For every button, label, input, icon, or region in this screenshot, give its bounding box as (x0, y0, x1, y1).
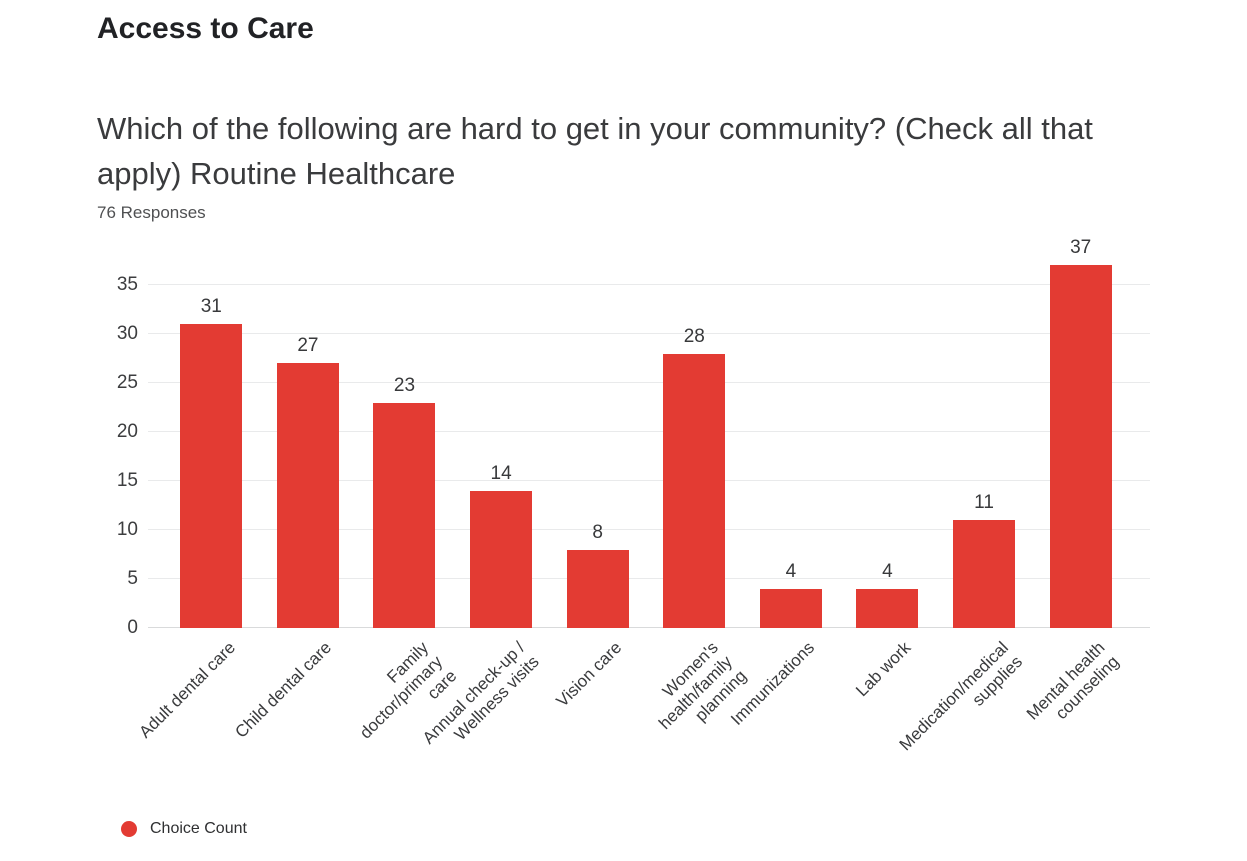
bar-slot-vision-care: 8 (549, 260, 646, 628)
bar-child-dental-care[interactable] (276, 363, 339, 628)
bar-slot-family-doctor-primary-care: 23 (356, 260, 453, 628)
bar-chart: 0 5 10 15 20 25 30 35 31 27 23 14 8 28 4 4 11 37 (0, 237, 1247, 638)
x-axis-label-vision-care: Vision care (552, 638, 626, 711)
gridline-30 (148, 333, 1150, 334)
chart-bars: 31 27 23 14 8 28 4 4 11 37 (163, 237, 1129, 628)
bar-adult-dental-care[interactable] (180, 324, 243, 628)
bar-slot-child-dental-care: 27 (260, 260, 357, 628)
y-tick-label-35: 35 (116, 274, 138, 295)
question-title: Which of the following are hard to get i… (97, 106, 1093, 196)
y-tick-label-20: 20 (116, 421, 138, 442)
gridline-20 (148, 431, 1150, 432)
x-axis-label-mental-health-counseling: Mental health counseling (1022, 638, 1123, 724)
bar-mental-health-counseling[interactable] (1049, 265, 1112, 628)
x-label-slot-mental-health-counseling: Mental health counseling (1022, 636, 1129, 816)
y-tick-label-30: 30 (116, 323, 138, 344)
x-label-slot-immunizations: Immunizations (727, 636, 840, 816)
x-label-slot-medication-medical-supplies: Medication/medical supplies (895, 636, 1033, 816)
legend-item-choice-count[interactable]: Choice Count (121, 820, 247, 838)
x-label-slot-annual-check-up-wellness-visits: Annual check-up / Wellness visits (419, 636, 550, 816)
bar-value-label-vision-care: 8 (592, 521, 603, 543)
x-label-slot-vision-care: Vision care (549, 636, 646, 816)
bar-slot-immunizations: 4 (743, 260, 840, 628)
gridline-0 (148, 627, 1150, 628)
bar-value-label-lab-work: 4 (882, 560, 893, 582)
responses-count: 76 Responses (97, 203, 206, 222)
x-axis-label-lab-work: Lab work (852, 638, 915, 701)
bar-immunizations[interactable] (759, 588, 822, 628)
question-line-1: Which of the following are hard to get i… (97, 111, 1093, 146)
legend-label: Choice Count (150, 820, 247, 837)
legend-marker-icon (121, 821, 137, 837)
bar-slot-medication-medical-supplies: 11 (936, 260, 1033, 628)
section-title: Access to Care (97, 12, 314, 45)
gridline-5 (148, 578, 1150, 579)
bar-value-label-immunizations: 4 (785, 560, 797, 582)
gridline-35 (148, 284, 1150, 285)
bar-value-label-women-s-health-family-planning: 28 (683, 325, 705, 347)
x-axis-label-adult-dental-care: Adult dental care (135, 638, 239, 742)
bar-slot-women-s-health-family-planning: 28 (646, 260, 743, 628)
bar-medication-medical-supplies[interactable] (953, 520, 1016, 628)
x-axis-labels: Adult dental care Child dental care Family… (135, 636, 1129, 816)
bar-value-label-child-dental-care: 27 (297, 335, 319, 357)
chart-gridlines (148, 260, 1150, 628)
bar-value-label-mental-health-counseling: 37 (1070, 237, 1092, 259)
bar-slot-lab-work: 4 (839, 260, 936, 628)
y-tick-label-10: 10 (116, 519, 138, 540)
y-axis-tick-labels: 0 5 10 15 20 25 30 35 (0, 260, 138, 638)
y-tick-label-5: 5 (127, 568, 138, 589)
x-label-slot-women-s-health-family-planning: Women's health/family planning (646, 636, 750, 816)
bar-women-s-health-family-planning[interactable] (663, 353, 726, 628)
x-axis-label-women-s-health-family-planning: Women's health/family planning (654, 638, 750, 734)
y-tick-label-15: 15 (116, 470, 138, 491)
y-tick-label-0: 0 (127, 617, 138, 638)
bar-family-doctor-primary-care[interactable] (373, 402, 436, 628)
bar-slot-adult-dental-care: 31 (163, 260, 260, 628)
bar-value-label-annual-check-up-wellness-visits: 14 (490, 462, 512, 484)
question-line-2: apply) Routine Healthcare (97, 156, 456, 191)
bar-lab-work[interactable] (856, 588, 919, 628)
x-label-slot-child-dental-care: Child dental care (232, 636, 357, 816)
bar-slot-annual-check-up-wellness-visits: 14 (453, 260, 550, 628)
bar-annual-check-up-wellness-visits[interactable] (470, 490, 533, 628)
gridline-15 (148, 480, 1150, 481)
gridline-10 (148, 529, 1150, 530)
bar-value-label-medication-medical-supplies: 11 (974, 492, 994, 514)
bar-vision-care[interactable] (566, 549, 629, 628)
bar-value-label-family-doctor-primary-care: 23 (393, 374, 416, 396)
y-tick-label-25: 25 (116, 372, 138, 393)
bar-value-label-adult-dental-care: 31 (200, 296, 222, 318)
bar-slot-mental-health-counseling: 37 (1032, 237, 1129, 628)
gridline-25 (148, 382, 1150, 383)
